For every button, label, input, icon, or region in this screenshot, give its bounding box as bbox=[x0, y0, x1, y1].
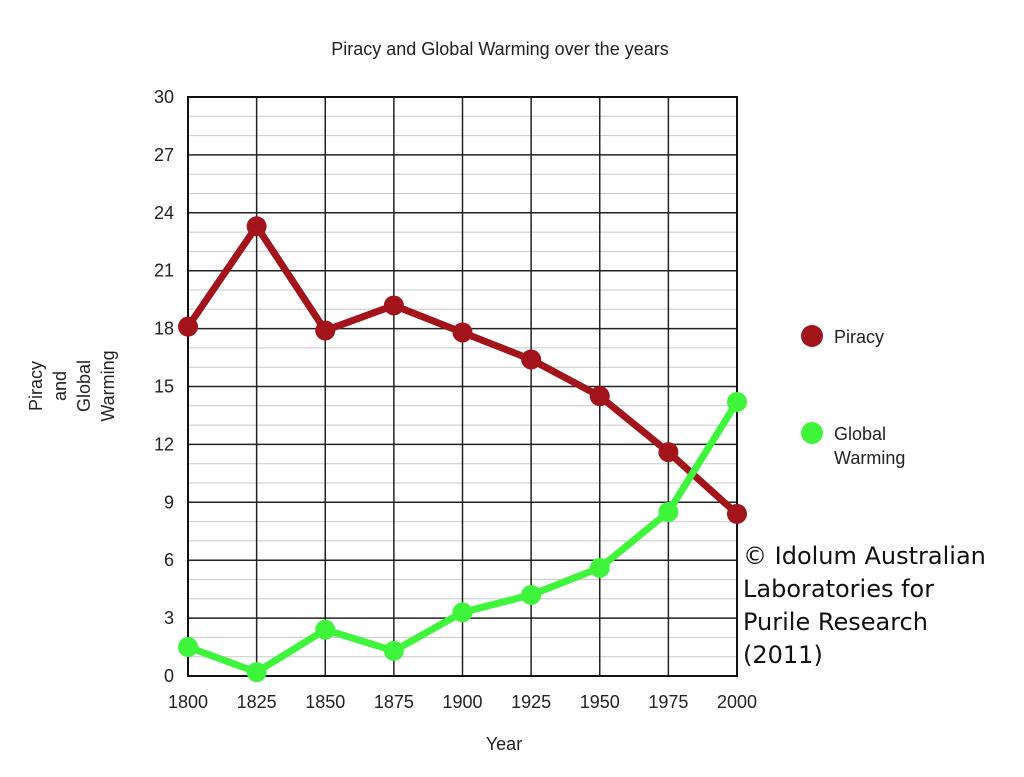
data-point bbox=[521, 349, 542, 370]
y-tick-label: 12 bbox=[154, 434, 174, 454]
legend: Piracy Global Warming bbox=[801, 325, 905, 468]
copyright-line: (2011) bbox=[743, 641, 823, 669]
copyright-line: Purile Research bbox=[743, 608, 928, 636]
x-tick-label: 1900 bbox=[442, 692, 482, 712]
copyright-line: Laboratories for bbox=[743, 575, 935, 603]
x-tick-labels: 1800 1825 1850 1875 1900 1925 1950 1975 2000 bbox=[168, 692, 757, 712]
data-point bbox=[658, 442, 679, 463]
y-tick-label: 15 bbox=[154, 377, 174, 397]
legend-label: Global bbox=[834, 424, 886, 444]
data-point bbox=[589, 557, 610, 578]
series-layer bbox=[178, 216, 747, 683]
data-point bbox=[383, 640, 404, 661]
y-axis-label-line: Piracy bbox=[26, 361, 46, 411]
x-axis-label: Year bbox=[486, 734, 522, 754]
x-tick-label: 1975 bbox=[648, 692, 688, 712]
y-tick-label: 9 bbox=[164, 492, 174, 512]
data-point bbox=[452, 602, 473, 623]
data-point bbox=[727, 503, 747, 524]
legend-marker bbox=[801, 325, 823, 347]
y-tick-label: 6 bbox=[164, 550, 174, 570]
y-axis-label-line: Warming bbox=[98, 350, 118, 421]
y-axis-label-line: and bbox=[50, 371, 70, 401]
x-tick-label: 1825 bbox=[237, 692, 277, 712]
data-point bbox=[727, 391, 747, 412]
y-tick-label: 0 bbox=[164, 666, 174, 686]
data-point bbox=[246, 662, 267, 683]
data-point bbox=[658, 501, 679, 522]
x-tick-label: 1950 bbox=[580, 692, 620, 712]
copyright-line: © Idolum Australian bbox=[743, 542, 986, 570]
data-point bbox=[521, 584, 542, 605]
data-point bbox=[178, 316, 198, 337]
data-point bbox=[452, 322, 473, 343]
x-tick-label: 1875 bbox=[374, 692, 414, 712]
x-tick-label: 1850 bbox=[305, 692, 345, 712]
data-point bbox=[315, 619, 336, 640]
y-tick-label: 27 bbox=[154, 145, 174, 165]
data-point bbox=[178, 637, 198, 658]
chart-title: Piracy and Global Warming over the years bbox=[331, 39, 668, 59]
plot-frame bbox=[187, 96, 738, 677]
y-axis-label-line: Global bbox=[74, 360, 94, 412]
legend-label: Piracy bbox=[834, 327, 884, 347]
data-point bbox=[589, 386, 610, 407]
legend-label: Warming bbox=[834, 448, 905, 468]
y-tick-label: 30 bbox=[154, 87, 174, 107]
copyright-notice: © Idolum Australian Laboratories for Pur… bbox=[743, 540, 986, 672]
y-tick-label: 24 bbox=[154, 203, 174, 223]
data-point bbox=[383, 295, 404, 316]
y-tick-label: 18 bbox=[154, 319, 174, 339]
axes bbox=[187, 96, 738, 677]
y-axis-label: Piracy and Global Warming bbox=[26, 350, 118, 421]
data-point bbox=[246, 216, 267, 237]
legend-marker bbox=[801, 422, 823, 444]
x-tick-label: 1925 bbox=[511, 692, 551, 712]
y-tick-label: 21 bbox=[154, 261, 174, 281]
grid bbox=[188, 97, 737, 676]
x-tick-label: 2000 bbox=[717, 692, 757, 712]
x-tick-label: 1800 bbox=[168, 692, 208, 712]
y-tick-labels: 0 3 6 9 12 15 18 21 24 27 30 bbox=[154, 87, 174, 686]
y-tick-label: 3 bbox=[164, 608, 174, 628]
data-point bbox=[315, 320, 336, 341]
